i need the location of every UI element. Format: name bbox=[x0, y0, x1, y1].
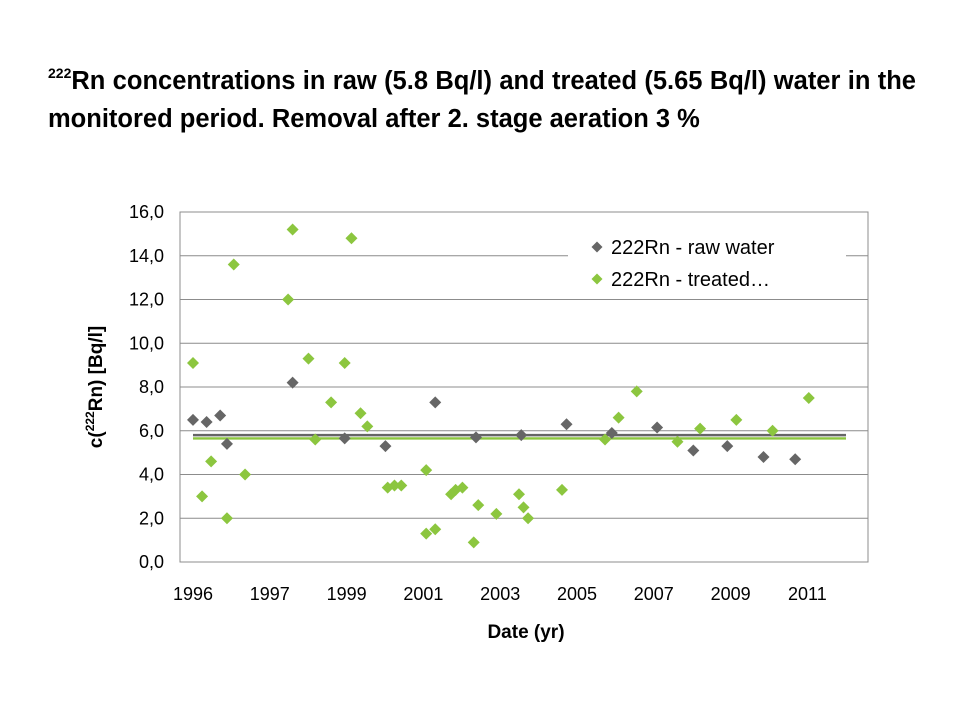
x-axis-title: Date (yr) bbox=[487, 622, 564, 643]
raw-water-point bbox=[220, 437, 233, 450]
treated-water-point bbox=[286, 223, 299, 236]
treated-water-point bbox=[802, 391, 815, 404]
treated-water-point bbox=[599, 433, 612, 446]
x-tick-label: 1999 bbox=[327, 584, 367, 604]
plot-area bbox=[179, 211, 869, 563]
treated-water-point bbox=[325, 396, 338, 409]
x-tick-label: 2007 bbox=[634, 584, 674, 604]
y-tick-label: 12,0 bbox=[129, 290, 164, 310]
raw-water-point bbox=[560, 418, 573, 431]
treated-water-point bbox=[388, 479, 401, 492]
treated-water-point bbox=[517, 501, 530, 514]
raw-water-point bbox=[200, 416, 213, 428]
treated-water-point bbox=[187, 356, 199, 369]
treated-water-point bbox=[730, 413, 743, 426]
treated-water-point bbox=[361, 420, 374, 433]
treated-water-point bbox=[694, 422, 707, 435]
slide-title: 222Rn concentrations in raw (5.8 Bq/l) a… bbox=[48, 62, 916, 138]
y-axis-title: c(222Rn) [Bq/l] bbox=[83, 326, 107, 448]
treated-water-point bbox=[338, 356, 351, 369]
treated-water-point bbox=[196, 490, 209, 503]
treated-water-point bbox=[220, 512, 233, 525]
legend-label: 222Rn - raw water bbox=[611, 237, 775, 259]
treated-water-point bbox=[522, 512, 535, 525]
treated-water-point bbox=[630, 385, 643, 398]
raw-water-point bbox=[757, 451, 770, 463]
treated-water-point bbox=[345, 232, 358, 245]
treated-water-point bbox=[302, 352, 315, 365]
raw-water-point bbox=[605, 426, 618, 439]
raw-water-point bbox=[789, 453, 802, 466]
x-tick-label: 2011 bbox=[788, 584, 827, 604]
treated-water-point bbox=[472, 499, 485, 512]
treated-water-point bbox=[612, 411, 625, 424]
y-tick-label: 14,0 bbox=[129, 246, 164, 266]
treated-water-point bbox=[513, 488, 525, 501]
raw-water-point bbox=[651, 421, 664, 434]
raw-water-point bbox=[214, 409, 227, 422]
legend-marker bbox=[591, 241, 603, 253]
title-superscript: 222 bbox=[48, 65, 72, 81]
treated-water-point bbox=[556, 483, 569, 496]
treated-water-point bbox=[420, 464, 433, 477]
raw-water-point bbox=[515, 429, 528, 442]
y-tick-label: 8,0 bbox=[139, 377, 164, 397]
treated-water-point bbox=[467, 536, 480, 549]
raw-water-point bbox=[379, 440, 392, 453]
raw-water-point bbox=[721, 440, 734, 453]
title-text: Rn concentrations in raw (5.8 Bq/l) and … bbox=[48, 67, 916, 133]
legend-box bbox=[568, 230, 846, 296]
y-tick-label: 4,0 bbox=[139, 465, 164, 485]
x-tick-label: 2009 bbox=[711, 584, 751, 604]
treated-water-point bbox=[227, 258, 240, 271]
legend-label: 222Rn - treated… bbox=[611, 269, 770, 291]
treated-water-point bbox=[766, 424, 779, 437]
treated-water-point bbox=[456, 481, 469, 494]
treated-water-point bbox=[395, 479, 408, 492]
treated-water-point bbox=[490, 507, 503, 520]
treated-water-point bbox=[239, 468, 252, 481]
x-tick-label: 1997 bbox=[250, 584, 290, 604]
x-tick-label: 2003 bbox=[480, 584, 520, 604]
treated-water-point bbox=[205, 455, 218, 468]
treated-water-point bbox=[671, 435, 684, 448]
x-tick-label: 2001 bbox=[403, 584, 443, 604]
treated-water-point bbox=[282, 293, 295, 306]
treated-water-point bbox=[354, 407, 367, 420]
x-tick-label: 2005 bbox=[557, 584, 597, 604]
y-tick-label: 2,0 bbox=[139, 508, 164, 528]
treated-water-point bbox=[429, 523, 442, 536]
legend-marker bbox=[591, 273, 603, 285]
raw-water-point bbox=[429, 396, 442, 409]
raw-water-point bbox=[687, 444, 700, 457]
raw-water-point bbox=[338, 432, 351, 445]
raw-water-point bbox=[469, 431, 482, 444]
y-tick-label: 16,0 bbox=[129, 202, 164, 222]
treated-water-point bbox=[309, 433, 322, 446]
raw-water-point bbox=[187, 413, 199, 426]
y-tick-label: 6,0 bbox=[139, 421, 164, 441]
x-tick-label: 1996 bbox=[173, 584, 213, 604]
treated-water-point bbox=[420, 527, 433, 540]
y-tick-label: 10,0 bbox=[129, 333, 164, 353]
raw-water-point bbox=[286, 376, 299, 389]
y-tick-label: 0,0 bbox=[139, 552, 164, 572]
